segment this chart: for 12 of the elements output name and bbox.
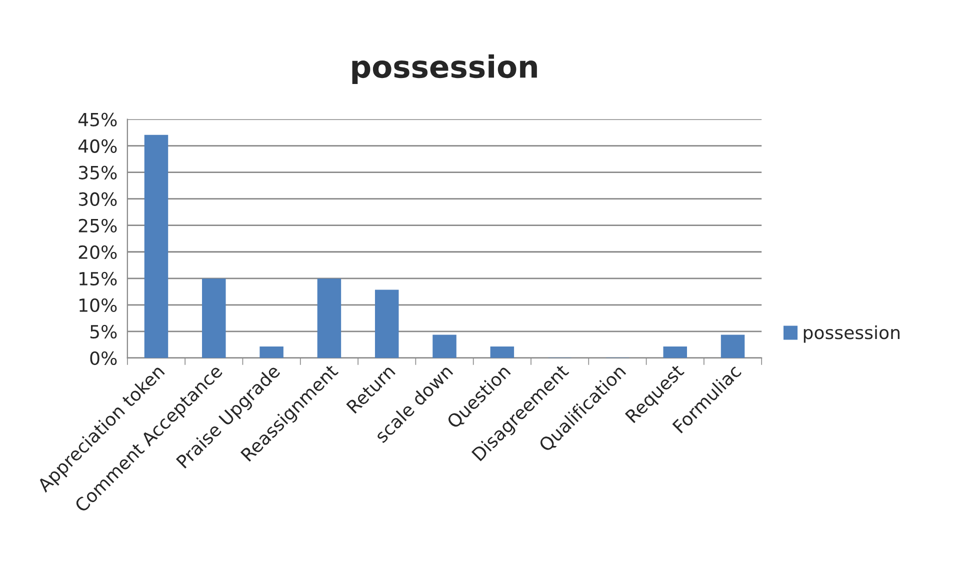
y-tick-label: 20% [78,245,117,259]
y-tick-label: 35% [78,166,117,180]
y-tick-label: 5% [90,324,117,339]
y-tick-label: 15% [80,272,117,286]
chart-title: possession [352,54,537,84]
y-tick-label: 45% [78,112,117,126]
y-tick-label: 30% [78,192,117,206]
y-tick-label: 40% [78,139,117,153]
y-tick-label: 0% [90,351,117,366]
y-tick-label: 25% [78,218,117,232]
legend-label: possession [804,325,900,343]
y-tick-label: 10% [80,298,117,312]
